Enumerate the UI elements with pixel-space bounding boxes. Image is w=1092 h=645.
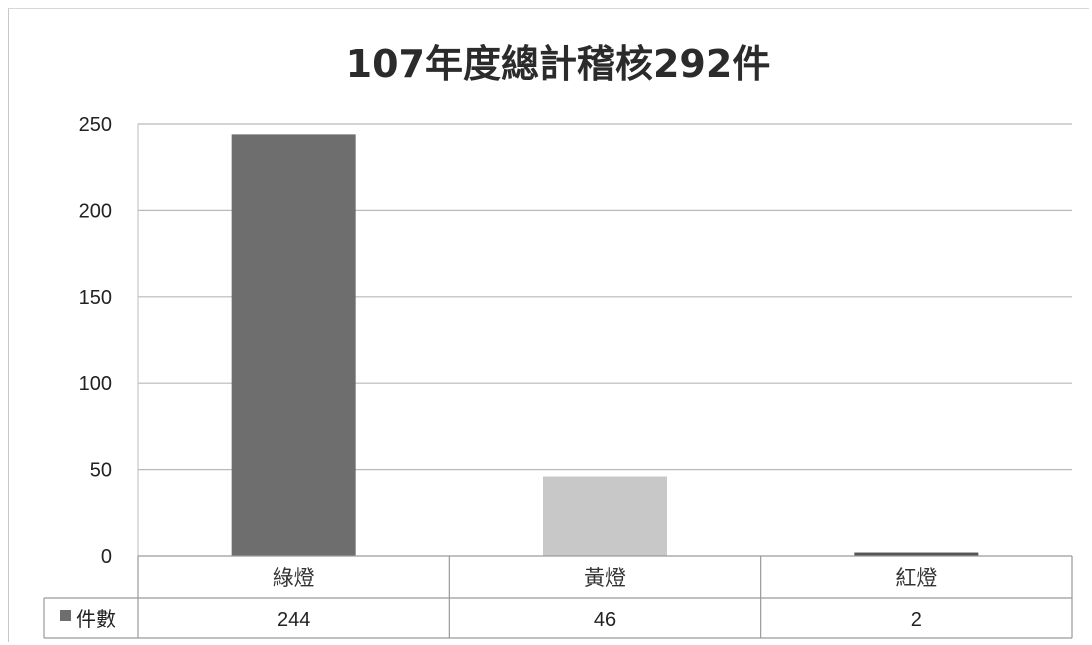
chart-frame <box>8 8 1089 642</box>
legend-key <box>60 610 71 621</box>
y-tick-label: 0 <box>101 546 112 568</box>
bar <box>854 552 979 556</box>
data-label: 2 <box>911 609 922 631</box>
data-label: 244 <box>277 609 310 631</box>
bar <box>543 476 667 556</box>
series-label: 件數 <box>76 607 116 631</box>
y-tick-label: 50 <box>90 460 112 482</box>
y-tick-label: 250 <box>79 114 112 136</box>
bars <box>231 134 979 557</box>
y-tick-label: 150 <box>79 287 112 309</box>
y-tick-label: 200 <box>79 200 112 222</box>
data-label: 46 <box>594 609 616 631</box>
category-label: 綠燈 <box>273 566 315 590</box>
category-label: 黃燈 <box>584 566 626 590</box>
category-label: 紅燈 <box>895 566 937 590</box>
chart-title: 107年度總計稽核292件 <box>346 42 771 86</box>
y-tick-label: 100 <box>79 373 112 395</box>
y-axis: 0 50 100 150 200 250 <box>79 114 112 568</box>
data-table: 綠燈 244 黃燈 46 紅燈 2 件數 <box>43 555 1073 639</box>
bar <box>231 134 356 557</box>
